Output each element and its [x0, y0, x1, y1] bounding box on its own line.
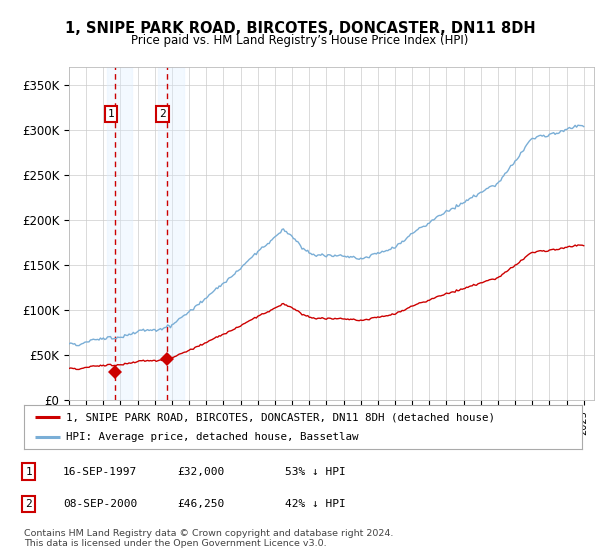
Text: 2: 2 [25, 499, 32, 509]
Text: 2: 2 [159, 109, 166, 119]
Bar [107, 67, 133, 400]
Text: 1, SNIPE PARK ROAD, BIRCOTES, DONCASTER, DN11 8DH (detached house): 1, SNIPE PARK ROAD, BIRCOTES, DONCASTER,… [66, 412, 495, 422]
Text: 1, SNIPE PARK ROAD, BIRCOTES, DONCASTER, DN11 8DH: 1, SNIPE PARK ROAD, BIRCOTES, DONCASTER,… [65, 21, 535, 36]
Text: 42% ↓ HPI: 42% ↓ HPI [285, 499, 346, 509]
Text: 1: 1 [25, 466, 32, 477]
Text: HPI: Average price, detached house, Bassetlaw: HPI: Average price, detached house, Bass… [66, 432, 358, 442]
Text: 53% ↓ HPI: 53% ↓ HPI [285, 466, 346, 477]
Text: 1: 1 [107, 109, 115, 119]
Text: Price paid vs. HM Land Registry’s House Price Index (HPI): Price paid vs. HM Land Registry’s House … [131, 34, 469, 46]
Bar [158, 67, 184, 400]
Text: 16-SEP-1997: 16-SEP-1997 [63, 466, 137, 477]
Text: £32,000: £32,000 [177, 466, 224, 477]
Text: Contains HM Land Registry data © Crown copyright and database right 2024.
This d: Contains HM Land Registry data © Crown c… [24, 529, 394, 548]
Text: 08-SEP-2000: 08-SEP-2000 [63, 499, 137, 509]
Text: £46,250: £46,250 [177, 499, 224, 509]
